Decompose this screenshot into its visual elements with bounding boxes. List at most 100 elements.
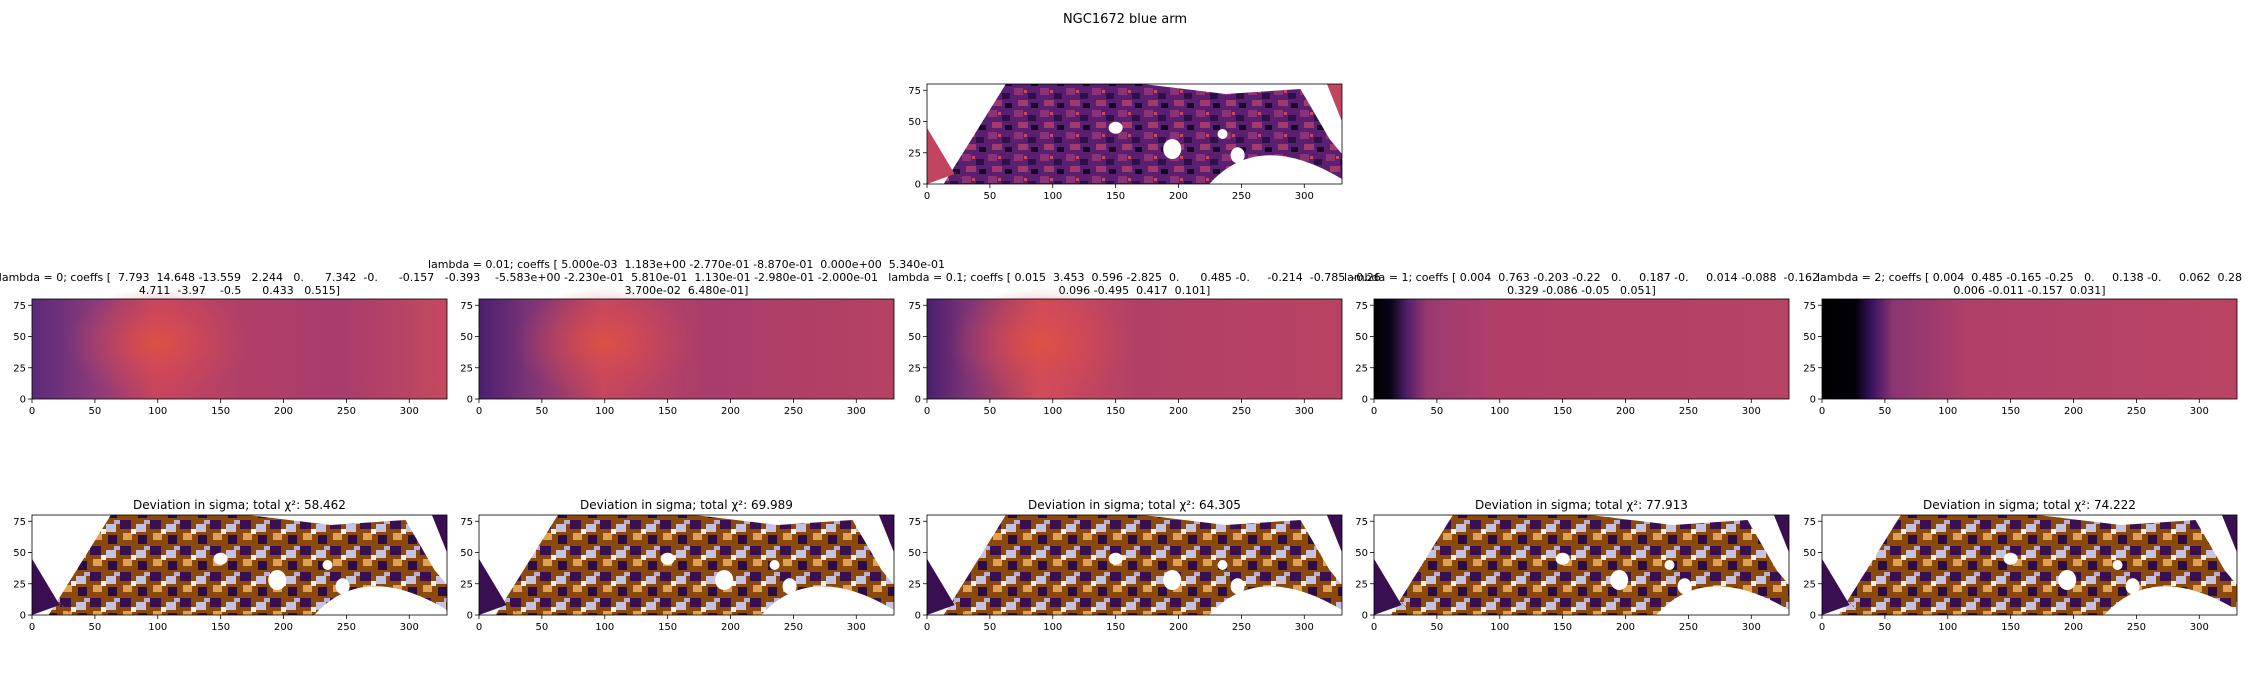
x-tick-label: 300 bbox=[1742, 622, 1761, 633]
y-tick-label: 75 bbox=[908, 301, 921, 312]
panel-title-line: lambda = 0; coeffs [ 7.793 14.648 -13.55… bbox=[0, 271, 480, 284]
x-tick-label: 0 bbox=[1371, 622, 1377, 633]
edge-wedge-right bbox=[2221, 515, 2237, 553]
x-tick-label: 300 bbox=[847, 406, 866, 417]
y-tick-label: 50 bbox=[1803, 548, 1816, 559]
masked-hole bbox=[782, 578, 797, 595]
panel-resid-4: 0 50 100 150 200 250 300 0 25 50 75 Deviation in si… bbox=[1803, 498, 2238, 633]
x-tick-label: 300 bbox=[1742, 406, 1761, 417]
x-tick-label: 50 bbox=[1879, 622, 1892, 633]
x-tick-label: 50 bbox=[984, 622, 997, 633]
masked-hole bbox=[2058, 570, 2077, 590]
x-tick-label: 150 bbox=[1553, 622, 1572, 633]
x-tick-label: 300 bbox=[1295, 191, 1314, 202]
y-tick-label: 25 bbox=[1355, 579, 1368, 590]
x-tick-label: 100 bbox=[1490, 622, 1509, 633]
axes-frame bbox=[926, 514, 1343, 616]
masked-hole bbox=[1163, 570, 1182, 590]
x-tick-label: 200 bbox=[1616, 622, 1635, 633]
panel-title: Deviation in sigma; total χ²: 69.989 bbox=[580, 498, 793, 512]
x-tick-label: 0 bbox=[924, 191, 930, 202]
y-tick-label: 75 bbox=[460, 301, 473, 312]
panel-title: Deviation in sigma; total χ²: 74.222 bbox=[1923, 498, 2136, 512]
x-tick-label: 100 bbox=[1043, 622, 1062, 633]
x-tick-label: 300 bbox=[1295, 622, 1314, 633]
y-tick-label: 25 bbox=[908, 363, 921, 374]
heatmap-image bbox=[1374, 299, 1789, 399]
panel-resid-2: 0 50 100 150 200 250 300 0 25 50 75 Deviation in si… bbox=[908, 498, 1343, 633]
x-tick-label: 100 bbox=[1043, 406, 1062, 417]
masked-hole bbox=[335, 578, 350, 595]
y-tick-label: 25 bbox=[13, 579, 26, 590]
x-tick-label: 0 bbox=[476, 406, 482, 417]
x-tick-label: 200 bbox=[721, 622, 740, 633]
x-tick-label: 0 bbox=[924, 622, 930, 633]
x-tick-label: 300 bbox=[400, 622, 419, 633]
x-tick-label: 50 bbox=[89, 622, 102, 633]
y-tick-label: 75 bbox=[908, 517, 921, 528]
y-tick-label: 75 bbox=[1355, 517, 1368, 528]
edge-wedge-left bbox=[927, 127, 955, 184]
x-tick-label: 150 bbox=[2001, 406, 2020, 417]
x-tick-label: 200 bbox=[2064, 406, 2083, 417]
x-tick-label: 250 bbox=[1679, 622, 1698, 633]
x-tick-label: 0 bbox=[924, 406, 930, 417]
x-tick-label: 250 bbox=[337, 406, 356, 417]
x-tick-label: 50 bbox=[1431, 406, 1444, 417]
axes-frame bbox=[478, 298, 895, 400]
masked-hole bbox=[1108, 552, 1123, 565]
masked-hole bbox=[1230, 147, 1245, 164]
x-tick-label: 150 bbox=[211, 622, 230, 633]
x-tick-label: 200 bbox=[721, 406, 740, 417]
x-tick-label: 50 bbox=[536, 622, 549, 633]
model-peak bbox=[513, 287, 697, 398]
x-tick-label: 150 bbox=[1106, 622, 1125, 633]
masked-hole bbox=[1230, 578, 1245, 595]
x-tick-label: 250 bbox=[1232, 191, 1251, 202]
x-tick-label: 150 bbox=[658, 622, 677, 633]
x-tick-label: 250 bbox=[337, 622, 356, 633]
edge-wedge-right bbox=[1326, 515, 1342, 553]
x-tick-label: 250 bbox=[784, 406, 803, 417]
y-tick-label: 50 bbox=[908, 548, 921, 559]
y-tick-label: 50 bbox=[13, 548, 26, 559]
axes-frame bbox=[926, 298, 1343, 400]
y-tick-label: 0 bbox=[20, 395, 26, 406]
y-tick-label: 75 bbox=[1803, 301, 1816, 312]
x-tick-label: 100 bbox=[1938, 406, 1957, 417]
x-tick-label: 100 bbox=[595, 622, 614, 633]
y-tick-label: 0 bbox=[467, 611, 473, 622]
x-tick-label: 250 bbox=[2127, 622, 2146, 633]
panel-title-line: 0.329 -0.086 -0.05 0.051] bbox=[1507, 284, 1656, 297]
y-tick-label: 50 bbox=[13, 332, 26, 343]
y-tick-label: 25 bbox=[1355, 363, 1368, 374]
panel-title: Deviation in sigma; total χ²: 77.913 bbox=[1475, 498, 1688, 512]
x-tick-label: 250 bbox=[1679, 406, 1698, 417]
masked-hole bbox=[1108, 121, 1123, 134]
x-tick-label: 200 bbox=[274, 622, 293, 633]
masked-hole bbox=[1555, 552, 1570, 565]
panel-data: 0 50 100 150 200 250 300 0 25 50 75 bbox=[908, 83, 1343, 202]
y-tick-label: 75 bbox=[13, 301, 26, 312]
masked-hole bbox=[660, 552, 675, 565]
figure-title: NGC1672 blue arm bbox=[1063, 12, 1187, 27]
y-tick-label: 0 bbox=[915, 395, 921, 406]
masked-hole bbox=[1163, 139, 1182, 159]
x-tick-label: 100 bbox=[1043, 191, 1062, 202]
x-tick-label: 150 bbox=[211, 406, 230, 417]
y-tick-label: 25 bbox=[460, 579, 473, 590]
y-tick-label: 0 bbox=[1810, 395, 1816, 406]
x-tick-label: 0 bbox=[1819, 622, 1825, 633]
edge-wedge-right bbox=[431, 515, 447, 553]
y-tick-label: 50 bbox=[1355, 332, 1368, 343]
x-tick-label: 150 bbox=[1553, 406, 1572, 417]
axes-frame bbox=[1821, 514, 2238, 616]
panel-title: Deviation in sigma; total χ²: 64.305 bbox=[1028, 498, 1241, 512]
edge-wedge-left bbox=[479, 558, 507, 615]
y-tick-label: 50 bbox=[1355, 548, 1368, 559]
masked-hole bbox=[2125, 578, 2140, 595]
edge-wedge-right bbox=[878, 515, 894, 553]
panel-resid-3: 0 50 100 150 200 250 300 0 25 50 75 Deviation in si… bbox=[1355, 498, 1790, 633]
